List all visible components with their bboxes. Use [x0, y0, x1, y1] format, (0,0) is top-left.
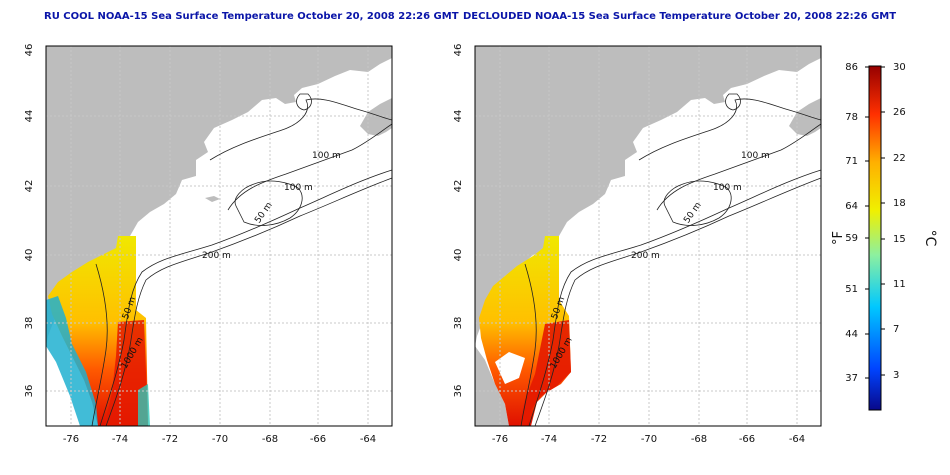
y-axis-ticks: 36 38 40 42 44 46 — [24, 44, 35, 398]
fahrenheit-tick-label: 59 — [845, 233, 858, 244]
y-tick-label: 40 — [453, 249, 464, 262]
x-tick-label: -64 — [360, 434, 376, 445]
fahrenheit-tick-label: 44 — [845, 329, 858, 340]
island — [205, 196, 220, 202]
contour-label: 200 m — [631, 251, 660, 261]
celsius-tick-label: 30 — [893, 62, 906, 73]
x-tick-label: -70 — [212, 434, 228, 445]
sst-cloud-gap — [495, 352, 525, 384]
contour-label: 200 m — [202, 251, 231, 261]
map-panel-right: 100 m 100 m 50 m 200 m 50 m 1000 m -76 -… — [453, 44, 822, 445]
x-tick-label: -76 — [492, 434, 508, 445]
colorbar-ticks — [865, 66, 885, 379]
map-title-right: DECLOUDED NOAA-15 Sea Surface Temperatur… — [463, 11, 897, 22]
y-axis-ticks: 36 38 40 42 44 46 — [453, 44, 464, 398]
bathymetry-contours — [91, 93, 393, 427]
x-axis-ticks: -76 -74 -72 -70 -68 -66 -64 — [63, 434, 376, 445]
celsius-unit-label: °C — [922, 230, 938, 247]
y-tick-label: 46 — [24, 44, 35, 57]
y-tick-label: 36 — [24, 385, 35, 398]
fahrenheit-labels: 86 78 71 64 59 51 44 37 — [845, 62, 858, 384]
x-axis-ticks: -76 -74 -72 -70 -68 -66 -64 — [492, 434, 805, 445]
celsius-tick-label: 11 — [893, 279, 906, 290]
x-tick-label: -68 — [262, 434, 278, 445]
y-tick-label: 42 — [24, 180, 35, 193]
celsius-tick-label: 3 — [893, 370, 899, 381]
map-frame — [45, 45, 393, 427]
x-tick-label: -70 — [641, 434, 657, 445]
fahrenheit-tick-label: 78 — [845, 112, 858, 123]
contour-label: 100 m — [741, 151, 770, 161]
celsius-labels: 30 26 22 18 15 11 7 3 — [893, 62, 906, 381]
y-tick-label: 42 — [453, 180, 464, 193]
lat-lon-grid — [475, 46, 821, 426]
y-tick-label: 38 — [24, 317, 35, 330]
celsius-tick-label: 22 — [893, 153, 906, 164]
x-tick-label: -72 — [162, 434, 178, 445]
fahrenheit-tick-label: 71 — [845, 156, 858, 167]
colorbar-gradient — [868, 65, 882, 411]
celsius-tick-label: 7 — [893, 324, 899, 335]
fahrenheit-tick-label: 64 — [845, 201, 858, 212]
lat-lon-grid — [46, 46, 392, 426]
celsius-tick-label: 26 — [893, 107, 906, 118]
colorbar: 86 78 71 64 59 51 44 37 30 26 22 18 15 1… — [831, 62, 938, 411]
y-tick-label: 44 — [453, 110, 464, 123]
x-tick-label: -72 — [591, 434, 607, 445]
fahrenheit-tick-label: 86 — [845, 62, 858, 73]
y-tick-label: 36 — [453, 385, 464, 398]
y-tick-label: 38 — [453, 317, 464, 330]
x-tick-label: -76 — [63, 434, 79, 445]
y-tick-label: 44 — [24, 110, 35, 123]
fahrenheit-unit-label: °F — [831, 231, 846, 245]
map-title-left: RU COOL NOAA-15 Sea Surface Temperature … — [44, 11, 459, 22]
contour-label: 100 m — [284, 183, 313, 193]
celsius-tick-label: 18 — [893, 198, 906, 209]
x-tick-label: -66 — [310, 434, 326, 445]
x-tick-label: -74 — [112, 434, 128, 445]
sst-cool-nearshore — [46, 296, 98, 426]
fahrenheit-tick-label: 51 — [845, 284, 858, 295]
celsius-tick-label: 15 — [893, 234, 906, 245]
x-tick-label: -66 — [739, 434, 755, 445]
land-mass — [46, 46, 392, 346]
land-mass — [475, 46, 821, 346]
y-tick-label: 46 — [453, 44, 464, 57]
x-tick-label: -68 — [691, 434, 707, 445]
contour-label: 100 m — [312, 151, 341, 161]
map-frame — [474, 45, 822, 427]
sst-teal-edge — [138, 384, 150, 426]
x-tick-label: -74 — [541, 434, 557, 445]
y-tick-label: 40 — [24, 249, 35, 262]
map-panel-left: 100 m 100 m 50 m 200 m 50 m 1000 m -76 -… — [24, 44, 393, 445]
fahrenheit-tick-label: 37 — [845, 373, 858, 384]
x-tick-label: -64 — [789, 434, 805, 445]
bathymetry-contours — [520, 93, 822, 427]
contour-label: 100 m — [713, 183, 742, 193]
